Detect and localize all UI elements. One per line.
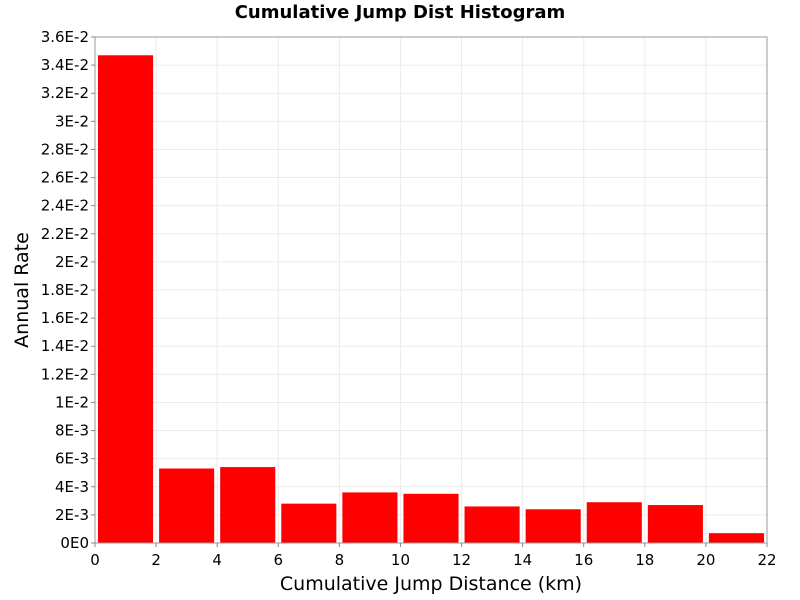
grid-lines [94, 36, 768, 544]
y-axis-title: Annual Rate [11, 232, 33, 348]
histogram-bar [586, 502, 642, 543]
chart-title: Cumulative Jump Dist Histogram [234, 2, 566, 23]
x-tick-label: 22 [757, 551, 776, 569]
y-tick-label: 1.8E-2 [41, 281, 89, 299]
y-tick-label: 1E-2 [55, 393, 89, 411]
y-tick-label: 2.2E-2 [41, 225, 89, 243]
x-tick-label: 18 [635, 551, 654, 569]
histogram-bar [342, 492, 398, 543]
y-tick-label: 1.2E-2 [41, 365, 89, 383]
y-tick-label: 1.6E-2 [41, 309, 89, 327]
y-tick-label: 3E-2 [55, 112, 89, 130]
y-tick-label: 8E-3 [55, 422, 89, 440]
bars [98, 55, 764, 544]
y-tick-label: 2E-3 [55, 506, 89, 524]
histogram-bar [525, 509, 581, 543]
histogram-bar [464, 506, 520, 543]
y-tick-label: 4E-3 [55, 478, 89, 496]
histogram-bar [403, 493, 459, 543]
histogram-bar [98, 55, 154, 544]
histogram-bar [281, 503, 337, 543]
y-tick-label: 2.8E-2 [41, 140, 89, 158]
y-tick-label: 3.6E-2 [41, 28, 89, 46]
x-tick-label: 12 [452, 551, 471, 569]
y-tick-label: 3.2E-2 [41, 84, 89, 102]
y-tick-label: 3.4E-2 [41, 56, 89, 74]
x-tick-label: 0 [90, 551, 100, 569]
x-tick-label: 14 [513, 551, 532, 569]
x-tick-label: 20 [696, 551, 715, 569]
x-axis-title: Cumulative Jump Distance (km) [280, 573, 582, 595]
x-tick-label: 8 [335, 551, 345, 569]
y-tick-label: 2.4E-2 [41, 197, 89, 215]
x-tick-label: 16 [574, 551, 593, 569]
histogram-bar [647, 505, 703, 543]
y-tick-label: 6E-3 [55, 450, 89, 468]
histogram-bar [708, 533, 764, 543]
y-tick-label: 1.4E-2 [41, 337, 89, 355]
axis-ticks: 0E0 2E-3 4E-3 6E-3 8E-3 1E-2 1.2E-2 1.4E-2 1.6E-… [41, 28, 777, 569]
x-tick-label: 2 [151, 551, 161, 569]
x-tick-label: 6 [273, 551, 283, 569]
y-tick-label: 2E-2 [55, 253, 89, 271]
x-tick-label: 10 [391, 551, 410, 569]
y-tick-label: 2.6E-2 [41, 169, 89, 187]
x-tick-label: 4 [212, 551, 222, 569]
y-tick-label: 0E0 [60, 534, 89, 552]
histogram-bar [159, 468, 215, 543]
histogram-bar [220, 467, 276, 543]
